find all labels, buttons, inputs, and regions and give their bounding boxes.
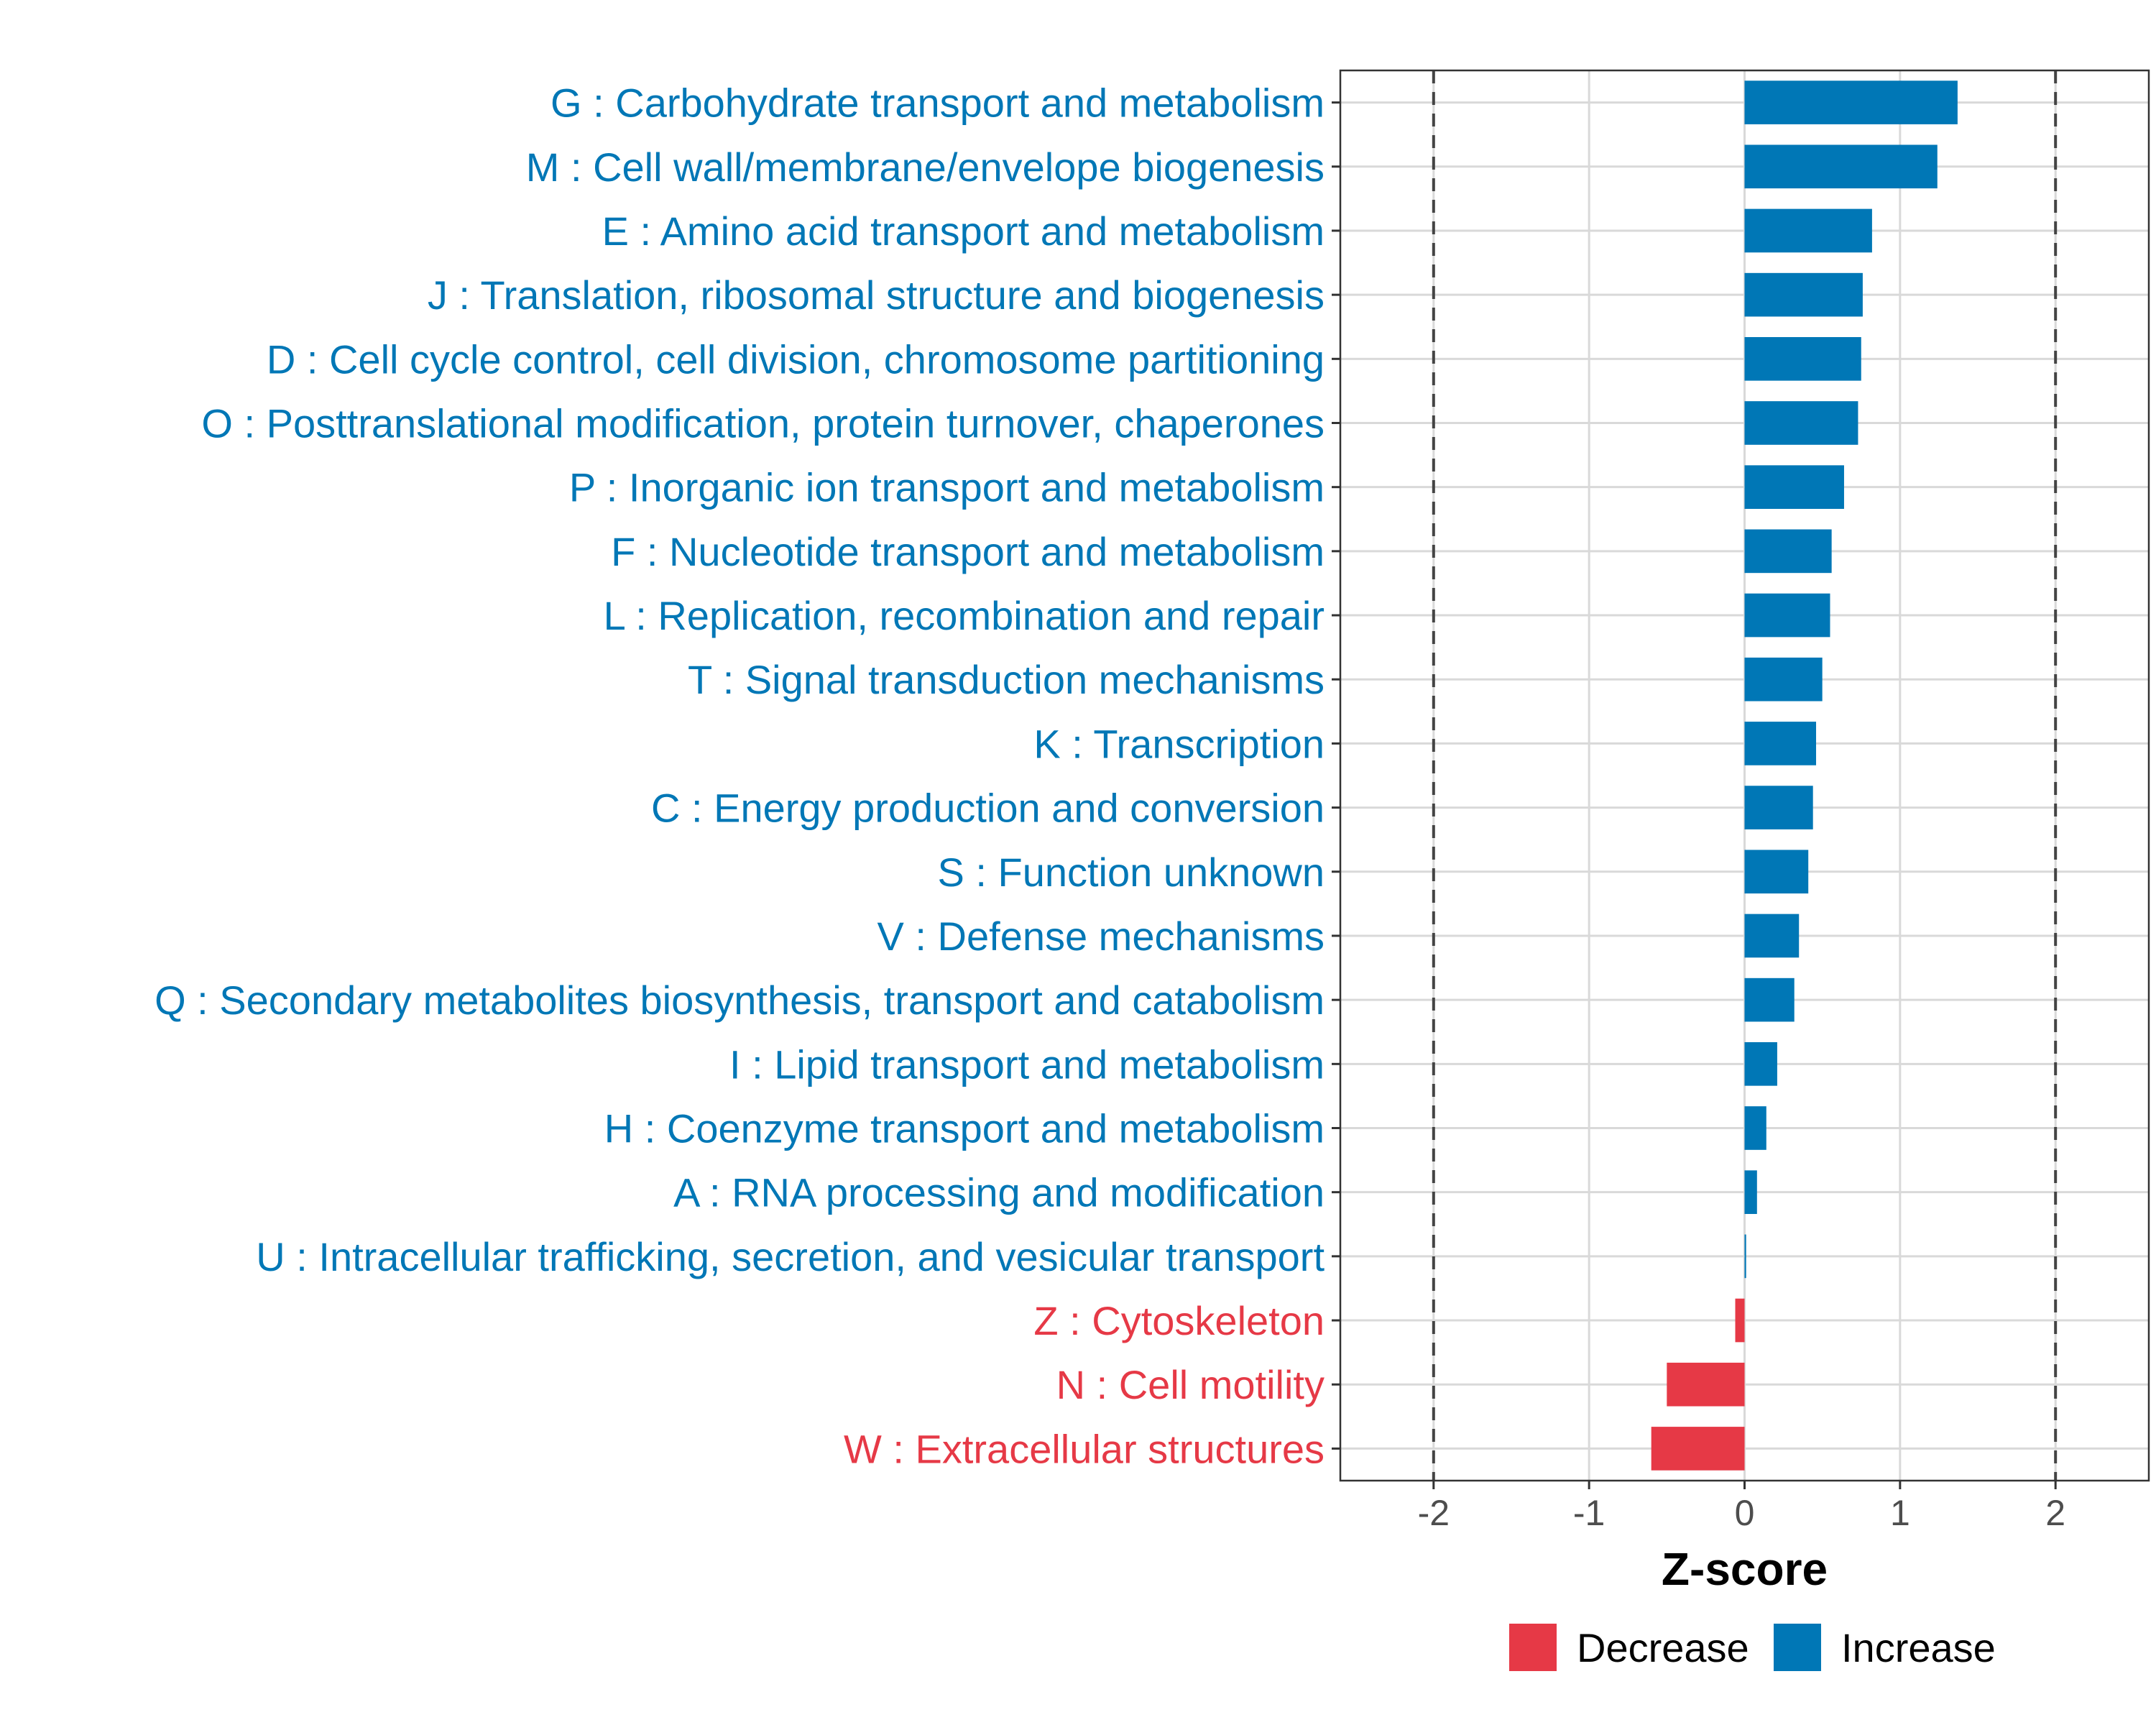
y-axis-category-labels: G : Carbohydrate transport and metabolis… (155, 80, 1325, 1472)
category-label: L : Replication, recombination and repai… (604, 593, 1325, 638)
legend: Decrease Increase (1509, 1624, 1996, 1671)
bar-u (1744, 1234, 1746, 1279)
bar-a (1744, 1170, 1757, 1215)
x-axis-ticks: -2 -1 0 1 2 (1418, 1481, 2065, 1533)
x-tick-label: 1 (1890, 1493, 1910, 1533)
bar-d (1744, 336, 1861, 381)
category-label: P : Inorganic ion transport and metaboli… (569, 465, 1325, 510)
bar-g (1744, 80, 1958, 124)
bar-c (1744, 786, 1813, 829)
bar-o (1744, 401, 1858, 445)
legend-swatch-increase (1774, 1624, 1821, 1671)
category-label: Z : Cytoskeleton (1033, 1298, 1325, 1343)
reference-lines (1432, 70, 2058, 1481)
category-label: A : RNA processing and modification (673, 1170, 1325, 1215)
category-label: U : Intracellular trafficking, secretion… (256, 1234, 1325, 1279)
x-tick-label: -1 (1573, 1493, 1605, 1533)
bar-p (1744, 465, 1844, 510)
bar-f (1744, 529, 1832, 574)
x-tick-label: 0 (1735, 1493, 1755, 1533)
legend-swatch-decrease (1509, 1624, 1557, 1671)
x-tick-label: -2 (1418, 1493, 1450, 1533)
bar-s (1744, 850, 1809, 894)
category-label: Q : Secondary metabolites biosynthesis, … (155, 978, 1325, 1023)
bar-j (1744, 272, 1863, 317)
category-label: G : Carbohydrate transport and metabolis… (550, 80, 1325, 126)
category-label: F : Nucleotide transport and metabolism (611, 529, 1325, 574)
category-label: D : Cell cycle control, cell division, c… (267, 336, 1325, 382)
bar-z (1735, 1298, 1745, 1343)
legend-label-increase: Increase (1841, 1625, 1996, 1670)
bar-h (1744, 1106, 1766, 1150)
category-label: M : Cell wall/membrane/envelope biogenes… (526, 144, 1325, 190)
bars (1651, 80, 1958, 1471)
category-label: E : Amino acid transport and metabolism (602, 208, 1325, 254)
bar-v (1744, 914, 1800, 958)
bar-m (1744, 144, 1938, 189)
category-label: T : Signal transduction mechanisms (688, 657, 1325, 702)
category-label: S : Function unknown (937, 850, 1325, 895)
category-label: C : Energy production and conversion (651, 786, 1325, 831)
y-axis-ticks (1332, 101, 1340, 1450)
x-axis-title: Z-score (1662, 1543, 1828, 1595)
category-label: K : Transcription (1033, 721, 1325, 766)
x-tick-label: 2 (2045, 1493, 2065, 1533)
category-label: W : Extracellular structures (844, 1426, 1325, 1471)
category-label: I : Lipid transport and metabolism (729, 1041, 1325, 1087)
bar-w (1651, 1427, 1745, 1471)
bar-n (1667, 1362, 1745, 1407)
category-label: N : Cell motility (1056, 1362, 1325, 1407)
category-label: H : Coenzyme transport and metabolism (604, 1106, 1325, 1151)
bar-q (1744, 978, 1795, 1022)
bar-i (1744, 1041, 1777, 1086)
bar-t (1744, 657, 1823, 702)
legend-label-decrease: Decrease (1577, 1625, 1749, 1670)
category-label: V : Defense mechanisms (877, 914, 1325, 959)
bar-k (1744, 722, 1817, 765)
bar-l (1744, 593, 1830, 638)
bar-e (1744, 208, 1872, 253)
category-label: O : Posttranslational modification, prot… (201, 401, 1325, 446)
category-label: J : Translation, ribosomal structure and… (428, 272, 1325, 318)
